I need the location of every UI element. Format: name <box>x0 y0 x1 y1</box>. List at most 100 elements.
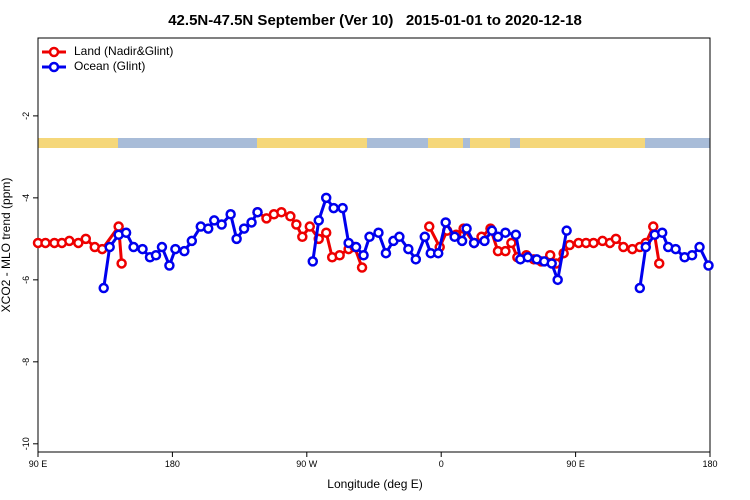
point <box>313 215 324 226</box>
point <box>634 282 646 294</box>
point <box>432 247 444 259</box>
point <box>653 258 665 269</box>
y-axis-label: XCO2 - MLO trend (ppm) <box>0 178 13 313</box>
point <box>356 262 368 273</box>
point <box>170 243 181 255</box>
point <box>113 221 124 232</box>
chart-title: 42.5N-47.5N September (Ver 10) 2015-01-0… <box>168 12 582 29</box>
point <box>320 192 332 204</box>
point <box>419 231 431 243</box>
point <box>486 225 498 236</box>
legend-marker <box>48 46 60 58</box>
point <box>225 209 236 220</box>
point <box>120 227 132 238</box>
legend-marker <box>48 61 60 73</box>
point <box>150 249 162 261</box>
x-tick-label: 180 <box>165 459 180 469</box>
point <box>380 247 392 259</box>
point <box>364 231 375 243</box>
x-tick-label: 90 W <box>296 459 318 469</box>
point <box>238 223 250 234</box>
point <box>424 221 435 232</box>
point <box>506 237 517 249</box>
y-tick-label: -10 <box>21 437 31 450</box>
point <box>261 213 272 224</box>
point <box>350 241 362 253</box>
point <box>334 249 345 261</box>
point <box>703 260 714 271</box>
point <box>231 233 242 245</box>
point <box>546 258 557 269</box>
point <box>80 233 92 245</box>
point <box>461 223 472 234</box>
point <box>304 221 316 232</box>
legend-label: Land (Nadir&Glint) <box>74 44 173 58</box>
point <box>104 241 115 253</box>
point <box>246 217 257 228</box>
point <box>202 223 214 234</box>
point <box>179 245 190 257</box>
point <box>252 206 263 218</box>
point <box>564 239 575 251</box>
point <box>285 211 296 222</box>
point <box>686 249 698 261</box>
point <box>358 249 369 261</box>
legend-label: Ocean (Glint) <box>74 59 145 73</box>
point <box>648 221 659 232</box>
point <box>297 231 308 243</box>
point <box>128 241 139 253</box>
y-tick-label: -4 <box>21 194 31 202</box>
point <box>337 202 348 214</box>
point <box>610 233 622 245</box>
point <box>73 237 84 249</box>
point <box>208 215 220 226</box>
point <box>468 237 480 249</box>
x-tick-label: 180 <box>702 459 717 469</box>
y-tick-label: -6 <box>21 276 31 284</box>
point <box>500 227 511 238</box>
point <box>64 235 75 247</box>
point <box>410 254 422 265</box>
point <box>394 231 405 243</box>
point <box>328 202 339 214</box>
point <box>403 243 414 255</box>
point <box>552 274 563 286</box>
point <box>640 241 652 253</box>
point <box>510 229 522 241</box>
point <box>561 225 572 236</box>
point <box>456 235 468 247</box>
y-tick-label: -2 <box>21 112 31 120</box>
point <box>164 260 175 271</box>
point <box>670 243 681 255</box>
point <box>492 231 504 243</box>
point <box>479 235 490 247</box>
point <box>98 282 109 294</box>
x-axis-label: Longitude (deg E) <box>327 477 422 491</box>
point <box>440 217 451 228</box>
x-tick-label: 90 E <box>29 459 48 469</box>
x-tick-label: 0 <box>439 459 444 469</box>
point <box>320 227 332 238</box>
y-tick-label: -8 <box>21 358 31 366</box>
point <box>307 256 319 267</box>
point <box>276 206 287 218</box>
point <box>116 258 127 269</box>
point <box>137 243 148 255</box>
point <box>291 219 302 230</box>
point <box>156 241 168 253</box>
point <box>343 237 354 249</box>
point <box>694 241 705 253</box>
point <box>500 245 511 257</box>
point <box>40 237 51 249</box>
point <box>216 219 227 230</box>
point <box>588 237 599 249</box>
point <box>656 227 668 238</box>
point <box>618 241 629 253</box>
land-ocean-strip <box>38 138 710 148</box>
point <box>186 235 198 247</box>
x-tick-label: 90 E <box>566 459 585 469</box>
point <box>373 227 384 238</box>
point <box>449 231 460 243</box>
point <box>522 252 534 263</box>
